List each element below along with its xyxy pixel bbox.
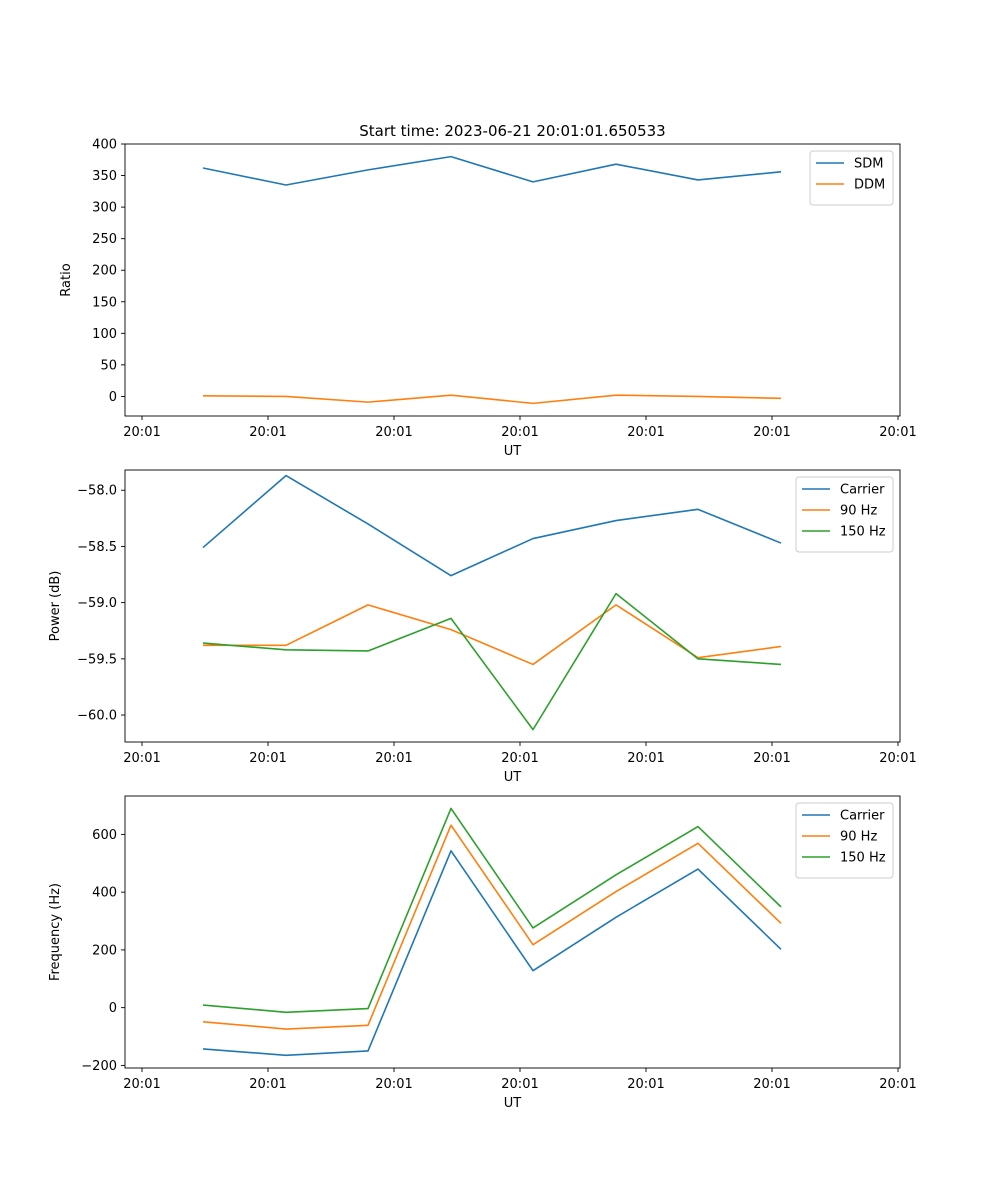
series-line-sdm bbox=[202, 155, 782, 186]
legend: Carrier 90 Hz 150 Hz bbox=[795, 476, 894, 553]
y-tick-label: 0 bbox=[109, 390, 117, 405]
series-line-150-hz bbox=[202, 592, 782, 731]
chart-panel-3: 20:01 20:01 20:01 20:01 20:01 20:01 20:01 UT −20… bbox=[48, 795, 917, 1111]
y-tick-label: −59.5 bbox=[77, 652, 117, 667]
y-axis-label: Ratio bbox=[59, 263, 74, 296]
x-tick-label: 20:01 bbox=[123, 425, 160, 440]
x-axis-label: UT bbox=[504, 1096, 522, 1111]
legend-label: 90 Hz bbox=[840, 830, 877, 845]
y-tick-label: −59.0 bbox=[77, 596, 117, 611]
x-tick-label: 20:01 bbox=[879, 751, 916, 766]
axes-frame bbox=[124, 143, 901, 417]
y-tick-label: 200 bbox=[92, 264, 117, 279]
x-tick-label: 20:01 bbox=[879, 1077, 916, 1092]
y-tick-label: 400 bbox=[92, 886, 117, 901]
x-axis-label: UT bbox=[504, 444, 522, 459]
x-tick-label: 20:01 bbox=[879, 425, 916, 440]
x-tick-label: 20:01 bbox=[249, 751, 286, 766]
x-axis-label: UT bbox=[504, 770, 522, 785]
chart-panel-2: 20:01 20:01 20:01 20:01 20:01 20:01 20:01 UT −60… bbox=[48, 469, 917, 785]
x-tick-label: 20:01 bbox=[375, 1077, 412, 1092]
y-tick-label: −200 bbox=[81, 1059, 117, 1074]
x-tick-label: 20:01 bbox=[501, 425, 538, 440]
y-tick-label: 50 bbox=[100, 358, 117, 373]
legend: SDM DDM bbox=[809, 150, 894, 206]
axes-frame bbox=[124, 469, 901, 743]
series-line-carrier bbox=[202, 474, 782, 577]
y-axis-label: Frequency (Hz) bbox=[48, 883, 63, 981]
y-tick-label: −60.0 bbox=[77, 709, 117, 724]
y-tick-label: −58.5 bbox=[77, 540, 117, 555]
axes-frame bbox=[124, 795, 901, 1069]
x-tick-label: 20:01 bbox=[501, 751, 538, 766]
legend-label: 150 Hz bbox=[840, 851, 886, 866]
x-tick-label: 20:01 bbox=[627, 1077, 664, 1092]
x-tick-label: 20:01 bbox=[627, 425, 664, 440]
series-line-150-hz bbox=[202, 807, 782, 1014]
legend-label: 90 Hz bbox=[840, 504, 877, 519]
x-tick-label: 20:01 bbox=[249, 1077, 286, 1092]
y-tick-label: −58.0 bbox=[77, 484, 117, 499]
y-tick-label: 100 bbox=[92, 327, 117, 342]
x-tick-label: 20:01 bbox=[753, 751, 790, 766]
x-tick-label: 20:01 bbox=[249, 425, 286, 440]
x-tick-label: 20:01 bbox=[123, 1077, 160, 1092]
series-line-ddm bbox=[202, 394, 782, 405]
legend-label: Carrier bbox=[840, 809, 885, 824]
x-tick-label: 20:01 bbox=[123, 751, 160, 766]
series-line-carrier bbox=[202, 850, 782, 1057]
figure-title: Start time: 2023-06-21 20:01:01.650533 bbox=[359, 122, 665, 140]
legend-label: Carrier bbox=[840, 483, 885, 498]
legend-box bbox=[795, 802, 894, 879]
legend: Carrier 90 Hz 150 Hz bbox=[795, 802, 894, 879]
y-tick-label: 250 bbox=[92, 232, 117, 247]
series-line-90-hz bbox=[202, 824, 782, 1030]
y-tick-label: 350 bbox=[92, 169, 117, 184]
y-tick-label: 150 bbox=[92, 295, 117, 310]
x-tick-label: 20:01 bbox=[375, 425, 412, 440]
x-tick-label: 20:01 bbox=[753, 425, 790, 440]
y-tick-label: 200 bbox=[92, 943, 117, 958]
legend-box bbox=[795, 476, 894, 553]
legend-label: 150 Hz bbox=[840, 525, 886, 540]
panels: 20:01 20:01 20:01 20:01 20:01 20:01 20:01 UT 0 50… bbox=[48, 138, 917, 1112]
x-tick-label: 20:01 bbox=[627, 751, 664, 766]
x-tick-label: 20:01 bbox=[501, 1077, 538, 1092]
x-tick-label: 20:01 bbox=[753, 1077, 790, 1092]
y-tick-label: 600 bbox=[92, 828, 117, 843]
chart-panel-1: 20:01 20:01 20:01 20:01 20:01 20:01 20:01 UT 0 50… bbox=[59, 138, 917, 460]
y-axis-label: Power (dB) bbox=[48, 571, 63, 642]
legend-label: SDM bbox=[854, 157, 883, 172]
y-tick-label: 300 bbox=[92, 201, 117, 216]
y-tick-label: 0 bbox=[109, 1001, 117, 1016]
y-tick-label: 400 bbox=[92, 138, 117, 153]
x-tick-label: 20:01 bbox=[375, 751, 412, 766]
legend-box bbox=[809, 150, 894, 206]
legend-label: DDM bbox=[854, 178, 885, 193]
